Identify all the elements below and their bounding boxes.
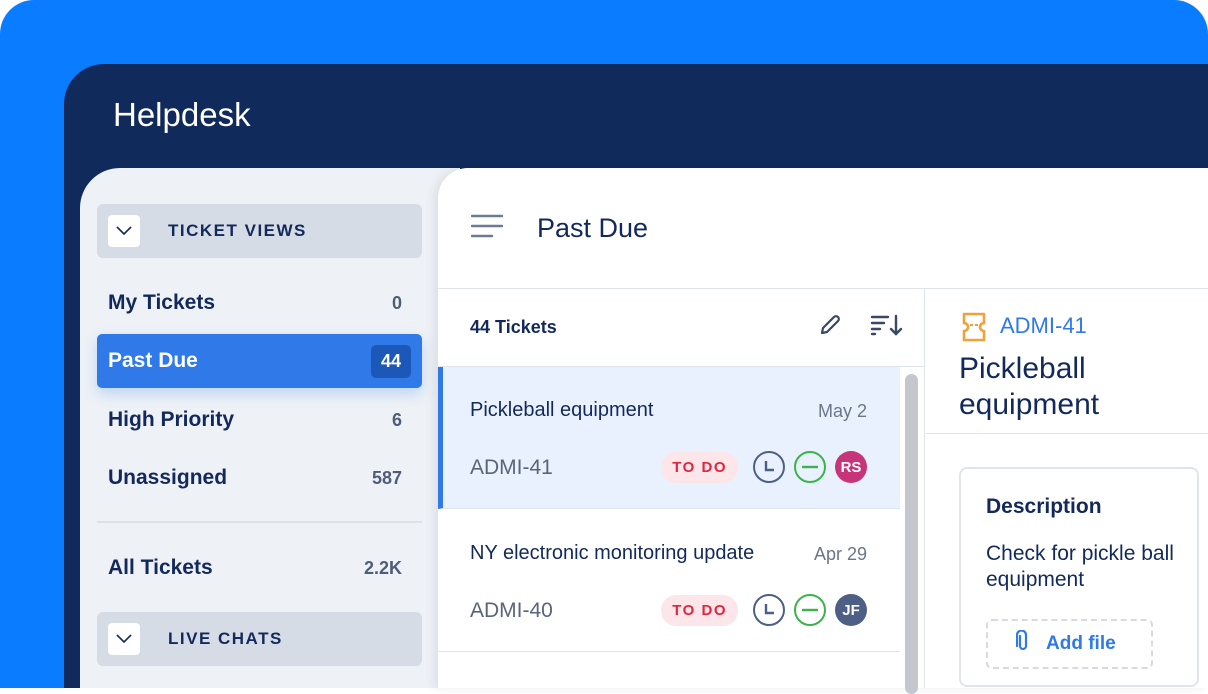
nav-count: 0 [391,292,402,313]
list-header: 44 Tickets [438,289,924,367]
nav-count: 44 [370,344,411,378]
add-file-label: Add file [1046,633,1116,654]
ticket-title: NY electronic monitoring update [470,542,755,564]
sidebar-item-unassigned[interactable]: Unassigned 587 [97,451,422,505]
ticket-icon [961,311,987,348]
ticket-date: Apr 29 [813,544,867,564]
ticket-row[interactable]: Pickleball equipment May 2 ADMI-41 TO DO… [438,367,900,509]
section-label: LIVE CHATS [168,629,283,648]
status-badge: TO DO [661,594,738,626]
nav-label: My Tickets [108,291,215,314]
sidebar: TICKET VIEWS My Tickets 0 Past Due 44 High… [80,168,460,688]
sidebar-item-past-due[interactable]: Past Due 44 [97,334,422,388]
nav-label: Past Due [108,349,198,372]
ticket-title: Pickleball equipment [470,399,654,421]
ticket-count: 44 Tickets [470,317,557,337]
clock-icon [753,594,785,626]
nav-count: 587 [371,467,402,488]
sidebar-item-my-tickets[interactable]: My Tickets 0 [97,276,422,330]
priority-icon [794,451,826,483]
divider [97,521,422,523]
nav-count: 6 [391,409,402,430]
ticket-id-link[interactable]: ADMI-41 [1000,313,1087,338]
nav-label: All Tickets [108,556,213,579]
ticket-title: Pickleball equipment [959,352,1100,421]
ticket-views-section[interactable]: TICKET VIEWS [97,204,422,258]
app-title: Helpdesk [113,96,251,133]
menu-icon[interactable] [470,214,504,243]
avatar[interactable]: JF [835,594,867,626]
ticket-id: ADMI-41 [470,456,553,479]
chevron-down-icon[interactable] [108,623,140,655]
description-text: Check for pickle ball equipment [986,542,1174,591]
description-heading: Description [986,495,1102,518]
main-panel: Past Due 44 Tickets Pickleball equipment… [438,168,1208,694]
add-file-button[interactable]: Add file [986,619,1153,669]
section-label: TICKET VIEWS [168,221,307,240]
ticket-detail: ADMI-41 Pickleball equipment Description… [926,289,1208,688]
chevron-down-icon[interactable] [108,215,140,247]
paperclip-icon [1015,629,1030,658]
ticket-row[interactable]: NY electronic monitoring update Apr 29 A… [438,510,900,652]
clock-icon [753,451,785,483]
header: Past Due [438,168,1208,289]
sidebar-item-high-priority[interactable]: High Priority 6 [97,393,422,447]
nav-label: High Priority [108,408,235,431]
page-title: Past Due [537,212,649,243]
status-badge: TO DO [661,451,738,483]
sidebar-item-all-tickets[interactable]: All Tickets 2.2K [97,541,422,595]
live-chats-section[interactable]: LIVE CHATS [97,612,422,666]
avatar[interactable]: RS [835,451,867,483]
nav-label: Unassigned [108,466,228,489]
sort-icon[interactable] [870,313,903,342]
pencil-icon[interactable] [818,313,842,342]
ticket-date: May 2 [817,401,867,421]
priority-icon [794,594,826,626]
ticket-list: 44 Tickets Pickleball equipment May 2 AD… [438,289,925,694]
nav-count: 2.2K [363,557,402,578]
scrollbar[interactable] [905,374,918,694]
ticket-id: ADMI-40 [470,599,553,622]
description-card: Description Check for pickle ball equipm… [959,467,1199,687]
